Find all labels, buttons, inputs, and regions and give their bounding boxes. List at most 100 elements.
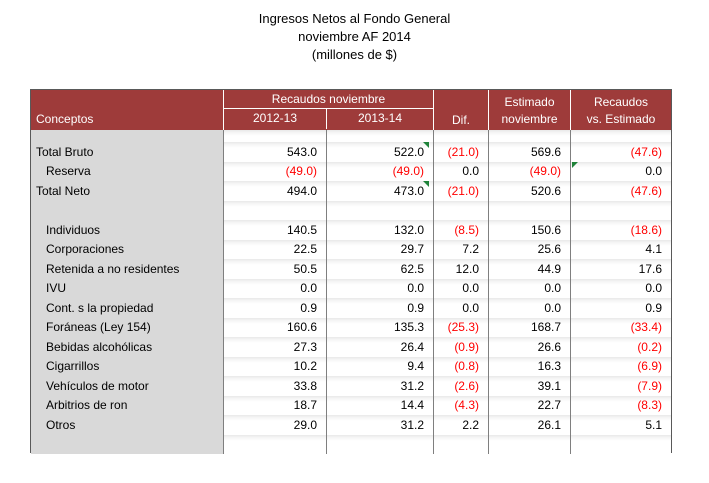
cell-value: (8.3) bbox=[570, 395, 671, 415]
header-2012-13: 2012-13 bbox=[252, 111, 298, 125]
value-text: (25.3) bbox=[447, 320, 479, 335]
value-text: (6.9) bbox=[637, 359, 662, 374]
cell-value: 31.2 bbox=[326, 376, 433, 396]
cell-value: (7.9) bbox=[570, 376, 671, 396]
header-estimado-noviembre: Estimado noviembre bbox=[488, 90, 570, 130]
cell-value: 0.0 bbox=[570, 278, 671, 298]
value-text: (21.0) bbox=[447, 144, 479, 159]
value-text: (18.6) bbox=[630, 222, 662, 237]
cell-value: (0.9) bbox=[433, 337, 488, 357]
cell-value: 9.4 bbox=[326, 356, 433, 376]
value-text: 29.7 bbox=[400, 242, 424, 257]
cell-value: 473.0 bbox=[326, 181, 433, 201]
cell-value: 50.5 bbox=[223, 259, 326, 279]
cell-value bbox=[570, 434, 671, 454]
value-text: 0.0 bbox=[462, 300, 479, 315]
value-text: 0.0 bbox=[544, 281, 561, 296]
value-text: 62.5 bbox=[400, 261, 424, 276]
cell-value: 543.0 bbox=[223, 142, 326, 162]
cell-value: 0.0 bbox=[433, 278, 488, 298]
cell-value: (25.3) bbox=[433, 317, 488, 337]
row-label bbox=[31, 434, 223, 454]
cell-value: (0.2) bbox=[570, 337, 671, 357]
row-label: IVU bbox=[31, 278, 223, 298]
cell-value: (33.4) bbox=[570, 317, 671, 337]
header-vs-line1: Recaudos bbox=[593, 95, 649, 109]
header-recaudos-vs-estimado: Recaudos vs. Estimado bbox=[570, 90, 671, 130]
cell-value bbox=[433, 130, 488, 142]
value-text: 31.2 bbox=[400, 417, 424, 432]
cell-value: 5.1 bbox=[570, 415, 671, 435]
report-title-line1: Ingresos Netos al Fondo General bbox=[258, 11, 451, 26]
value-text: 473.0 bbox=[393, 183, 424, 198]
cell-value bbox=[223, 200, 326, 220]
row-label bbox=[31, 200, 223, 220]
value-text: (7.9) bbox=[637, 378, 662, 393]
report-title-line3: (millones de $) bbox=[311, 47, 398, 62]
cell-value: 520.6 bbox=[488, 181, 570, 201]
cell-value: 29.0 bbox=[223, 415, 326, 435]
header-2013-14: 2013-14 bbox=[326, 109, 433, 129]
cell-value: 140.5 bbox=[223, 220, 326, 240]
value-text: 39.1 bbox=[537, 378, 561, 393]
cell-value: 0.0 bbox=[433, 298, 488, 318]
cell-value: 569.6 bbox=[488, 142, 570, 162]
value-text: 14.4 bbox=[400, 398, 424, 413]
cell-value: 14.4 bbox=[326, 395, 433, 415]
cell-value: 494.0 bbox=[223, 181, 326, 201]
cell-value: 44.9 bbox=[488, 259, 570, 279]
cell-value: 0.0 bbox=[223, 278, 326, 298]
value-text: 569.6 bbox=[530, 144, 561, 159]
table-row: Arbitrios de ron 18.7 14.4 (4.3) 22.7 (8.3) bbox=[31, 395, 671, 415]
cell-value bbox=[326, 200, 433, 220]
cell-value: (21.0) bbox=[433, 142, 488, 162]
report-title-line2: noviembre AF 2014 bbox=[298, 29, 411, 44]
cell-value: 168.7 bbox=[488, 317, 570, 337]
table-row: Reserva (49.0) (49.0) 0.0 (49.0) 0.0 bbox=[31, 161, 671, 181]
row-label: Vehículos de motor bbox=[31, 376, 223, 396]
table-row: Foráneas (Ley 154) 160.6 135.3 (25.3) 168.7 (… bbox=[31, 317, 671, 337]
revenue-table: Conceptos Recaudos noviembre 2012-13 201… bbox=[30, 89, 672, 454]
row-label bbox=[31, 130, 223, 142]
value-text: 0.0 bbox=[462, 164, 479, 179]
cell-value: 0.9 bbox=[570, 298, 671, 318]
cell-value: 39.1 bbox=[488, 376, 570, 396]
value-text: 0.0 bbox=[462, 281, 479, 296]
value-text: 0.0 bbox=[645, 281, 662, 296]
value-text: 25.6 bbox=[537, 242, 561, 257]
cell-value bbox=[326, 130, 433, 142]
cell-value: (21.0) bbox=[433, 181, 488, 201]
value-text: 17.6 bbox=[638, 261, 662, 276]
cell-value bbox=[570, 130, 671, 142]
spacer-row bbox=[31, 434, 671, 454]
cell-value: 17.6 bbox=[570, 259, 671, 279]
value-text: 0.0 bbox=[544, 300, 561, 315]
cell-value: 0.0 bbox=[433, 161, 488, 181]
header-vs-line2: vs. Estimado bbox=[586, 112, 656, 126]
value-text: (0.9) bbox=[454, 339, 479, 354]
comment-marker-icon bbox=[423, 181, 429, 187]
row-label: Cigarrillos bbox=[31, 356, 223, 376]
table-row: Total Bruto 543.0 522.0 (21.0) 569.6 (47.6) bbox=[31, 142, 671, 162]
row-label: Total Bruto bbox=[31, 142, 223, 162]
value-text: (21.0) bbox=[447, 183, 479, 198]
value-text: 10.2 bbox=[293, 359, 317, 374]
value-text: (47.6) bbox=[630, 144, 662, 159]
value-text: 168.7 bbox=[530, 320, 561, 335]
value-text: 522.0 bbox=[393, 144, 424, 159]
value-text: (8.3) bbox=[637, 398, 662, 413]
cell-value: (18.6) bbox=[570, 220, 671, 240]
cell-value: 16.3 bbox=[488, 356, 570, 376]
value-text: 26.4 bbox=[400, 339, 424, 354]
value-text: (33.4) bbox=[630, 320, 662, 335]
value-text: (0.8) bbox=[454, 359, 479, 374]
value-text: 26.1 bbox=[537, 417, 561, 432]
report-title: Ingresos Netos al Fondo General noviembr… bbox=[0, 10, 709, 64]
value-text: 0.9 bbox=[300, 300, 317, 315]
value-text: 494.0 bbox=[286, 183, 317, 198]
value-text: 12.0 bbox=[455, 261, 479, 276]
value-text: 0.9 bbox=[645, 300, 662, 315]
value-text: (4.3) bbox=[454, 398, 479, 413]
value-text: 132.0 bbox=[393, 222, 424, 237]
cell-value bbox=[433, 434, 488, 454]
